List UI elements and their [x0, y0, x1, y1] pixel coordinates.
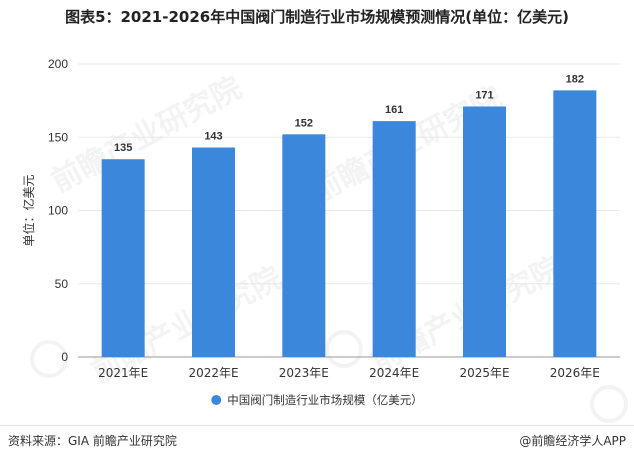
data-label: 143	[204, 131, 222, 143]
y-tick-label: 200	[48, 57, 68, 71]
y-axis-label: 单位：亿美元	[21, 174, 36, 246]
data-label: 161	[385, 104, 403, 116]
bar	[553, 90, 597, 358]
y-tick-label: 150	[48, 130, 68, 144]
bar	[192, 147, 235, 357]
y-tick-label: 50	[55, 277, 69, 291]
x-tick-label: 2024年E	[369, 366, 419, 380]
x-tick-label: 2021年E	[98, 366, 148, 380]
source-note: 资料来源：GIA 前瞻产业研究院	[8, 434, 177, 448]
x-tick-label: 2026年E	[550, 366, 600, 380]
x-tick-label: 2025年E	[459, 366, 509, 380]
footer-divider	[0, 425, 634, 426]
bar	[282, 134, 326, 357]
bar	[101, 159, 145, 357]
legend-marker	[211, 395, 222, 405]
data-label: 152	[295, 117, 313, 129]
credit-note: @前瞻经济学人APP	[519, 434, 626, 448]
bar	[372, 121, 416, 357]
data-label: 171	[475, 89, 493, 101]
bar-chart: 0 50 100 150 200 单位：亿美元 135 2021年E 143 2022年E 152 2…	[21, 57, 620, 407]
chart-title: 图表5：2021-2026年中国阀门制造行业市场规模预测情况(单位：亿美元)	[65, 8, 569, 26]
data-label: 135	[114, 142, 132, 154]
x-tick-label: 2022年E	[188, 366, 238, 380]
y-tick-label: 0	[61, 350, 68, 364]
y-tick-label: 100	[48, 204, 68, 218]
x-tick-label: 2023年E	[279, 366, 329, 380]
legend-label: 中国阀门制造行业市场规模（亿美元）	[227, 393, 423, 407]
data-label: 182	[566, 73, 584, 85]
bar	[463, 106, 506, 357]
